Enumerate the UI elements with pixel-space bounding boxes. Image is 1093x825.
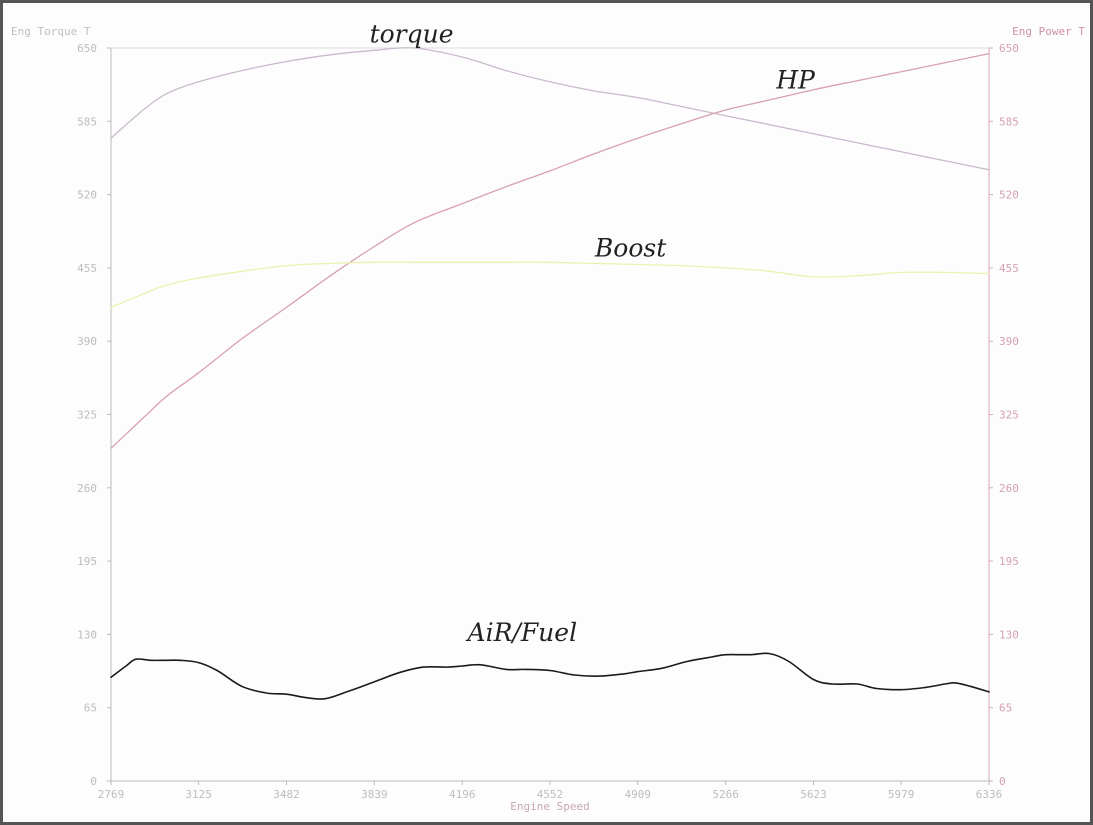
chart-canvas: 0 65 130 195 260 325 390 455 520 585 650 0 65 130 195 2… (11, 19, 1085, 813)
y-left-tick-label: 65 (84, 702, 97, 715)
y-left-tick-label: 195 (77, 555, 97, 568)
y-left-tick-label: 390 (77, 335, 97, 348)
x-tick-label: 3482 (273, 788, 300, 801)
series-group (110, 47, 990, 700)
y-right-tick-label: 130 (999, 628, 1019, 641)
x-tick-label: 4552 (537, 788, 564, 801)
y-right-tick-label: 585 (999, 115, 1019, 128)
x-tick-label: 3125 (185, 788, 212, 801)
x-tick-label: 5623 (800, 788, 827, 801)
annotation-air-fuel: AiR/Fuel (466, 618, 578, 647)
x-tick-label: 4196 (449, 788, 476, 801)
y-right-tick-label: 195 (999, 555, 1019, 568)
y-right-tick-label: 390 (999, 335, 1019, 348)
annotations-group: torque HP Boost AiR/Fuel (370, 19, 816, 647)
y-left-tick-label: 130 (77, 628, 97, 641)
annotation-torque: torque (370, 19, 454, 48)
y-right-tick-label: 0 (999, 775, 1006, 788)
y-left-tick-label: 455 (77, 262, 97, 275)
y-axis-right-label: Eng Power T (1012, 25, 1085, 38)
series-line-power (110, 52, 990, 449)
y-left-tick-label: 325 (77, 409, 97, 422)
x-axis-label: Engine Speed (510, 800, 589, 813)
y-right-tick-label: 325 (999, 409, 1019, 422)
y-right-tick-label: 650 (999, 42, 1019, 55)
x-tick-label: 5266 (712, 788, 739, 801)
y-right-tick-label: 520 (999, 189, 1019, 202)
x-tick-label: 5979 (888, 788, 915, 801)
y-right-tick-label: 65 (999, 702, 1012, 715)
y-left-tick-label: 585 (77, 115, 97, 128)
series-line-boost (110, 261, 990, 309)
x-tick-label: 4909 (625, 788, 652, 801)
x-tick-label: 3839 (361, 788, 388, 801)
x-tick-label: 6336 (976, 788, 1003, 801)
series-line-torque (110, 47, 990, 171)
y-axis-left-label: Eng Torque T (11, 25, 91, 38)
ticks-group: 0 65 130 195 260 325 390 455 520 585 650 0 65 130 195 2… (77, 42, 1019, 801)
y-right-tick-label: 455 (999, 262, 1019, 275)
series-line-air-fuel (110, 652, 990, 700)
annotation-boost: Boost (594, 234, 667, 263)
y-right-tick-label: 260 (999, 482, 1019, 495)
y-left-tick-label: 520 (77, 189, 97, 202)
y-left-tick-label: 650 (77, 42, 97, 55)
y-left-tick-label: 0 (90, 775, 97, 788)
x-tick-label: 2769 (98, 788, 125, 801)
annotation-hp: HP (775, 66, 816, 95)
y-left-tick-label: 260 (77, 482, 97, 495)
